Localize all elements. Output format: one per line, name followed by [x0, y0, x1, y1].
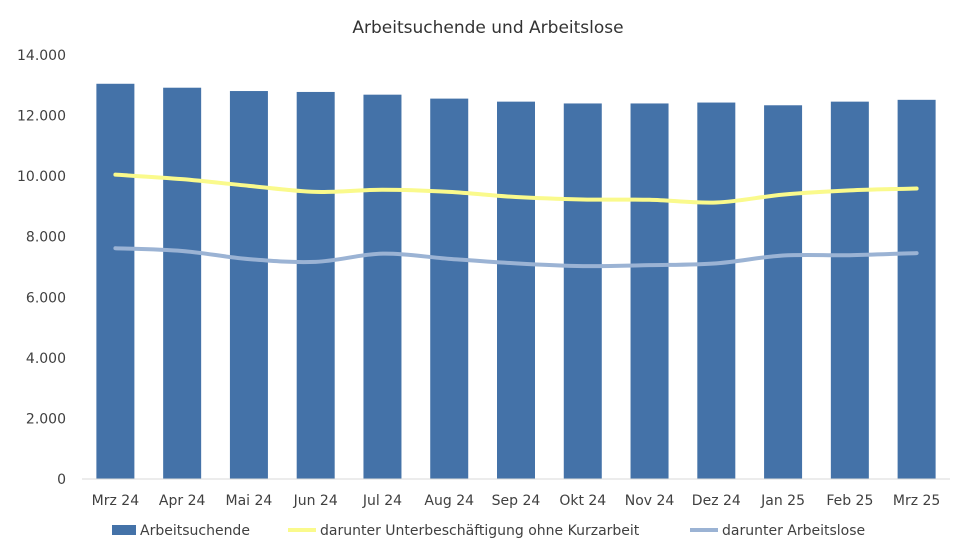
- bar: [430, 98, 469, 480]
- bar: [697, 102, 736, 479]
- y-tick-label: 8.000: [26, 230, 66, 246]
- x-tick-label: Nov 24: [625, 493, 675, 509]
- y-tick-label: 0: [57, 472, 66, 488]
- y-tick-label: 4.000: [26, 351, 66, 367]
- y-tick-label: 12.000: [17, 109, 66, 125]
- x-axis: Mrz 24 Apr 24 Mai 24 Jun 24 Jul 24 Aug 24 Sep …: [92, 493, 941, 509]
- legend-label: Arbeitsuchende: [140, 523, 250, 539]
- y-tick-label: 14.000: [17, 48, 66, 64]
- bar: [363, 94, 402, 479]
- bar-series: [96, 83, 936, 480]
- x-tick-label: Okt 24: [559, 493, 606, 509]
- bar: [830, 101, 869, 479]
- x-tick-label: Dez 24: [692, 493, 741, 509]
- legend-label: darunter Unterbeschäftigung ohne Kurzarb…: [320, 523, 640, 539]
- bar: [897, 99, 936, 479]
- bar: [764, 105, 803, 479]
- series-line: [113, 172, 919, 205]
- x-tick-label: Mrz 24: [92, 493, 140, 509]
- bar: [497, 101, 535, 479]
- legend: Arbeitsuchende darunter Unterbeschäftigun…: [112, 523, 865, 539]
- series-line: [113, 246, 919, 269]
- chart-title: Arbeitsuchende und Arbeitslose: [352, 18, 623, 38]
- legend-swatch-bar: [112, 525, 136, 535]
- x-tick-label: Feb 25: [826, 493, 873, 509]
- bar: [163, 87, 202, 480]
- x-tick-label: Jan 25: [760, 493, 805, 509]
- y-tick-label: 10.000: [17, 169, 66, 185]
- x-tick-label: Jul 24: [362, 493, 402, 509]
- bar: [96, 83, 135, 480]
- x-tick-label: Aug 24: [424, 493, 474, 509]
- y-tick-label: 2.000: [26, 411, 66, 427]
- bar: [229, 91, 268, 479]
- line-series: [113, 172, 919, 269]
- x-tick-label: Apr 24: [159, 493, 206, 509]
- y-axis: 0 2.000 4.000 6.000 8.000 10.000 12.000 14.000: [17, 48, 66, 488]
- y-tick-label: 6.000: [26, 290, 66, 306]
- bar: [296, 91, 335, 479]
- bar: [630, 103, 669, 479]
- bar: [563, 103, 602, 479]
- x-tick-label: Jun 24: [293, 493, 338, 509]
- x-tick-label: Mrz 25: [893, 493, 940, 509]
- x-tick-label: Mai 24: [226, 493, 273, 509]
- legend-label: darunter Arbeitslose: [722, 523, 865, 539]
- x-tick-label: Sep 24: [492, 493, 541, 509]
